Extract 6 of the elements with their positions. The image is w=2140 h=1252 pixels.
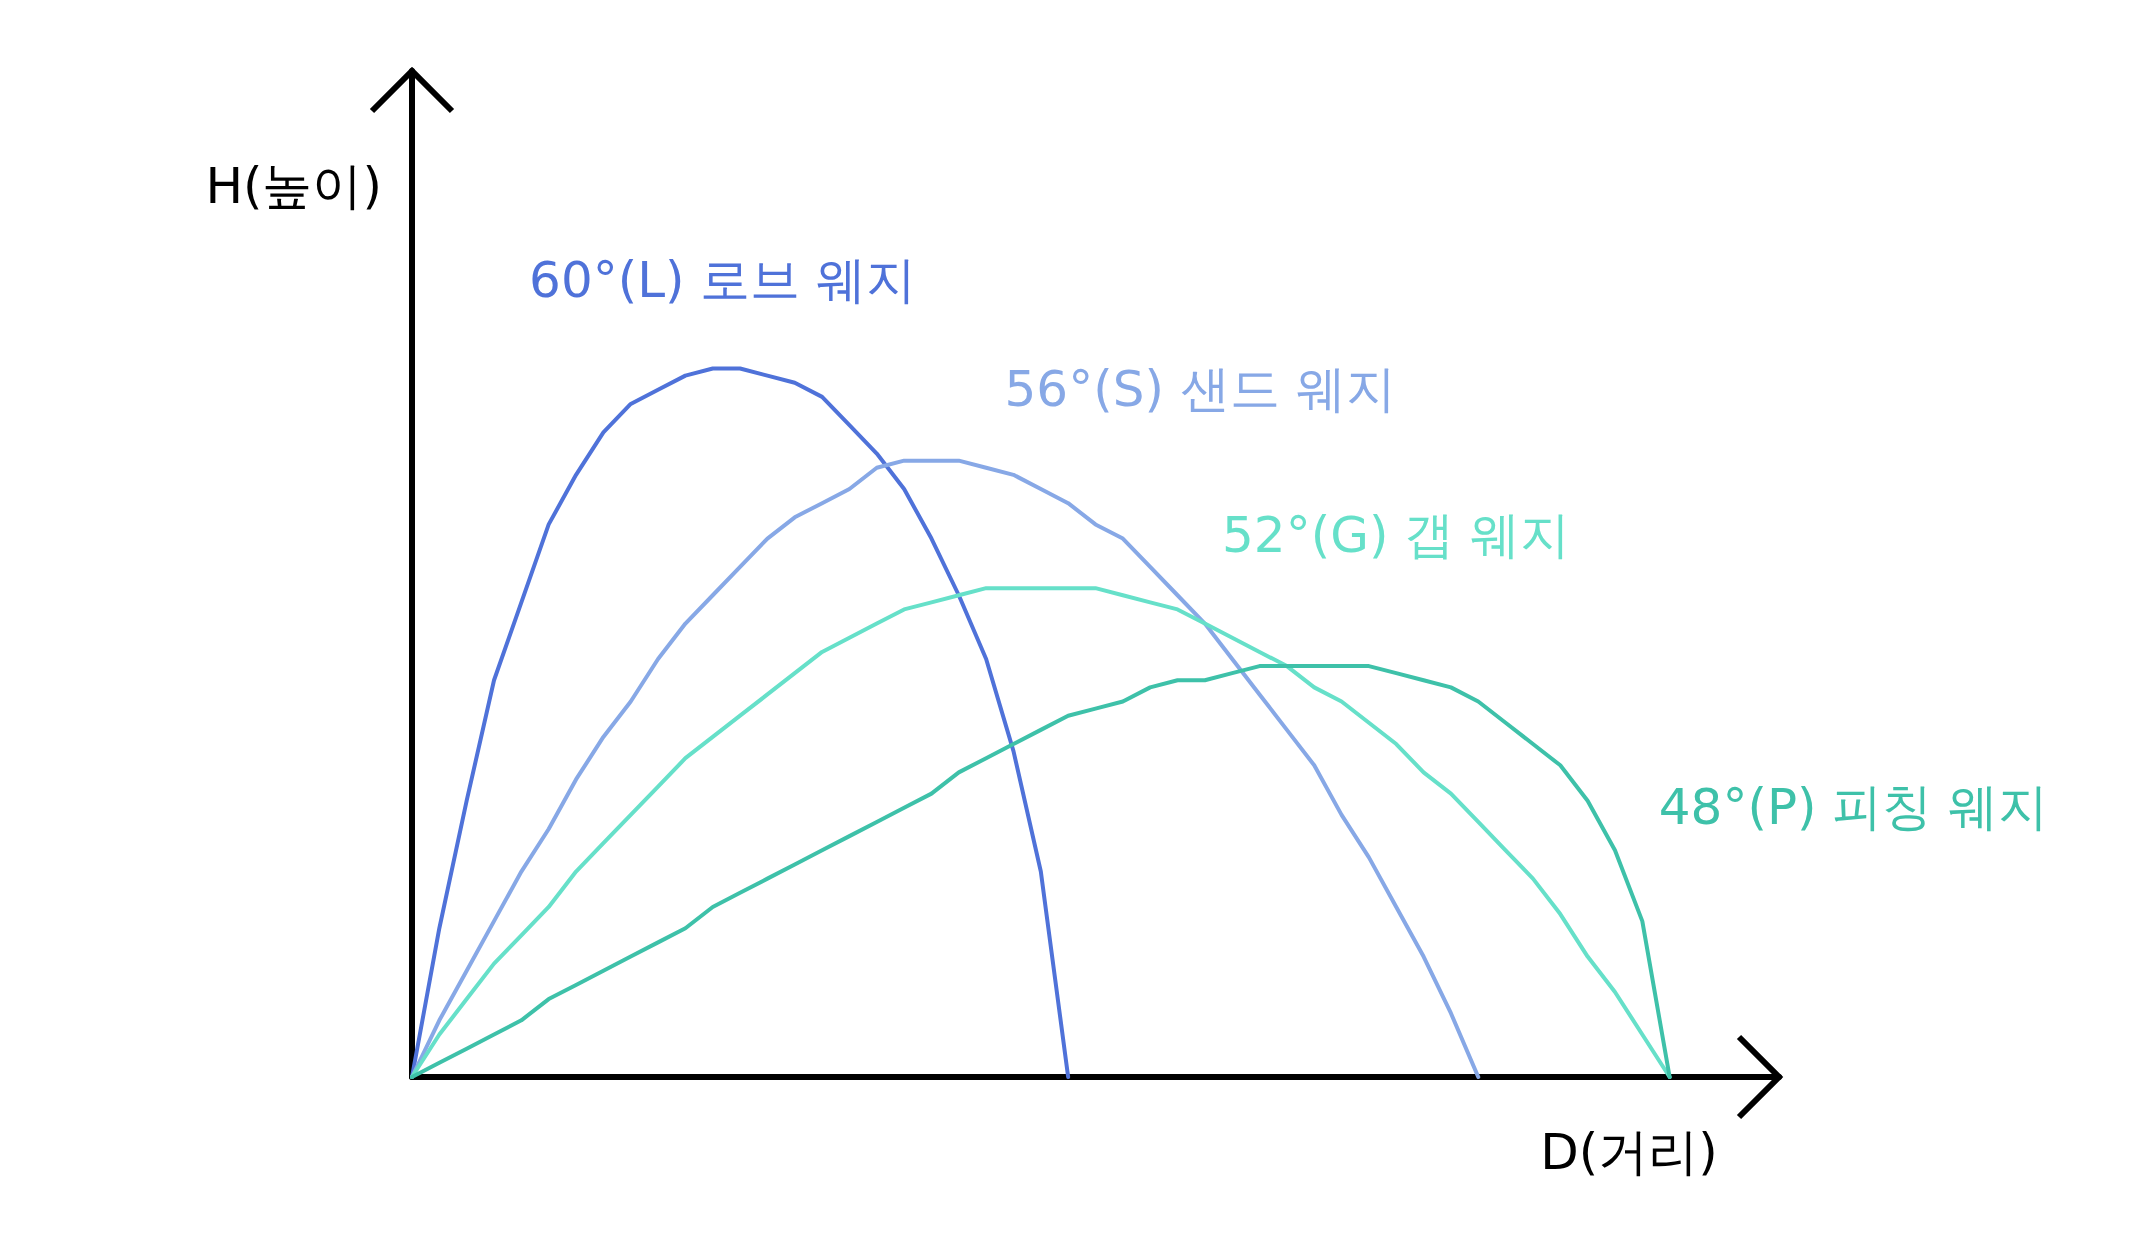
series-label: 52°(G) 갭 웨지 <box>1222 506 1571 565</box>
series-label: 60°(L) 로브 웨지 <box>529 250 917 309</box>
y-axis-title: H(높이) <box>205 157 382 215</box>
series-label: 56°(S) 샌드 웨지 <box>1004 359 1396 418</box>
series-label: 48°(P) 피칭 웨지 <box>1658 778 2049 837</box>
x-axis-title: D(거리) <box>1540 1123 1718 1181</box>
